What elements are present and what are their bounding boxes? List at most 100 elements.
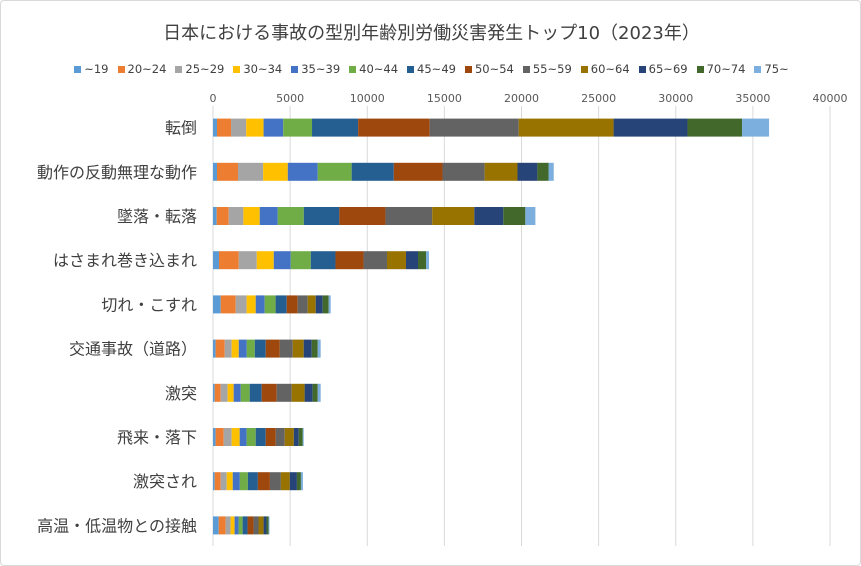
category-label: 切れ・こすれ bbox=[101, 295, 197, 314]
bar-segment bbox=[417, 251, 427, 270]
category-label: 転倒 bbox=[165, 119, 197, 138]
bar-segment bbox=[297, 295, 308, 314]
bar-segment bbox=[484, 162, 518, 181]
bar-segment bbox=[277, 207, 304, 225]
legend-item: 30~34 bbox=[233, 62, 282, 76]
bar-segment bbox=[442, 162, 485, 181]
legend-label: 70~74 bbox=[706, 62, 746, 76]
legend-item: 40~44 bbox=[349, 62, 398, 76]
bar-segment bbox=[304, 383, 313, 402]
bar-segment bbox=[261, 383, 277, 402]
bar-segment bbox=[385, 207, 433, 225]
bar-segment bbox=[293, 428, 299, 446]
bar-segment bbox=[213, 118, 218, 137]
bar-segment bbox=[613, 118, 688, 137]
bar-segment bbox=[284, 428, 294, 446]
x-tick-label: 15000 bbox=[427, 92, 462, 105]
bar-segment bbox=[213, 516, 219, 535]
legend-item: 65~69 bbox=[638, 62, 688, 76]
bar-segment bbox=[358, 118, 430, 137]
bar-segment bbox=[280, 472, 290, 491]
category-label: 高温・低温物との接触 bbox=[37, 516, 197, 535]
bar-segment bbox=[275, 295, 287, 314]
bar-segment bbox=[220, 472, 227, 491]
bar-segment bbox=[235, 295, 247, 314]
category-label: はさまれ巻き込まれ bbox=[53, 251, 197, 270]
legend-item: 60~64 bbox=[580, 62, 630, 76]
bar-segment bbox=[264, 295, 276, 314]
bar-segment bbox=[310, 251, 336, 270]
bar-segment bbox=[317, 339, 321, 358]
bar-segment bbox=[246, 428, 256, 446]
bar-segment bbox=[224, 339, 232, 358]
bar-segment bbox=[322, 295, 329, 314]
bar-segment bbox=[291, 383, 305, 402]
legend-item: ~19 bbox=[74, 62, 109, 76]
legend-swatch bbox=[349, 65, 357, 73]
bar-segment bbox=[317, 383, 321, 402]
x-tick-label: 10000 bbox=[350, 92, 385, 105]
bar-segment bbox=[339, 207, 386, 225]
bar-segment bbox=[503, 207, 526, 225]
category-label: 動作の反動無理な動作 bbox=[37, 163, 197, 182]
bar-segment bbox=[525, 207, 536, 225]
bar-segment bbox=[231, 118, 247, 137]
bar-segment bbox=[240, 383, 250, 402]
legend-item: 50~54 bbox=[464, 62, 514, 76]
bar-segment bbox=[228, 207, 244, 225]
bar-segment bbox=[219, 251, 239, 270]
bar-segment bbox=[300, 472, 303, 491]
bar-segment bbox=[315, 295, 323, 314]
bar-segment bbox=[405, 251, 418, 270]
category-label: 交通事故（道路） bbox=[69, 340, 197, 359]
bar-segment bbox=[263, 118, 284, 137]
bar-segment bbox=[255, 428, 266, 446]
bar-segment bbox=[312, 383, 318, 402]
legend-item: 45~49 bbox=[407, 62, 456, 76]
legend-label: ~19 bbox=[84, 62, 109, 76]
bar-segment bbox=[220, 383, 228, 402]
bar-segment bbox=[290, 251, 311, 270]
legend-swatch bbox=[407, 65, 415, 73]
bar-segment bbox=[317, 162, 352, 181]
bar-segment bbox=[231, 339, 239, 358]
bar-segment bbox=[232, 472, 240, 491]
legend-swatch bbox=[522, 65, 530, 73]
bar-segment bbox=[213, 251, 220, 270]
legend-label: 35~39 bbox=[301, 62, 341, 76]
bar-segment bbox=[234, 516, 239, 535]
x-tick-label: 30000 bbox=[658, 92, 693, 105]
bar-segment bbox=[351, 162, 394, 181]
chart-title: 日本における事故の型別年齢別労働災害発生トップ10（2023年） bbox=[163, 23, 700, 44]
bar-segment bbox=[279, 339, 293, 358]
bar-segment bbox=[292, 339, 304, 358]
category-label: 飛来・落下 bbox=[117, 428, 197, 447]
x-tick-label: 25000 bbox=[581, 92, 616, 105]
bar-segment bbox=[226, 472, 233, 491]
bar-segment bbox=[213, 472, 215, 491]
bar-segment bbox=[537, 162, 549, 181]
legend-item: 20~24 bbox=[117, 62, 166, 76]
bar-segment bbox=[687, 118, 743, 137]
bar-segment bbox=[311, 339, 318, 358]
bar-segment bbox=[273, 251, 291, 270]
bar-segment bbox=[257, 472, 270, 491]
bar-segment bbox=[363, 251, 387, 270]
bar-segment bbox=[426, 251, 429, 270]
bar-segment bbox=[474, 207, 504, 225]
bar-segment bbox=[312, 118, 359, 137]
bar-segment bbox=[298, 428, 303, 446]
bar-segment bbox=[225, 516, 231, 535]
legend-swatch bbox=[175, 65, 183, 73]
bar-segment bbox=[238, 339, 247, 358]
bar-segment bbox=[303, 207, 340, 225]
legend-swatch bbox=[117, 65, 125, 73]
bar-segment bbox=[214, 472, 221, 491]
bar-segment bbox=[256, 251, 274, 270]
legend-item: 25~29 bbox=[175, 62, 224, 76]
bar-segment bbox=[429, 118, 519, 137]
bar-segment bbox=[213, 207, 217, 225]
legend-label: 50~54 bbox=[474, 62, 514, 76]
legend-label: 65~69 bbox=[648, 62, 688, 76]
bar-segment bbox=[283, 118, 313, 137]
